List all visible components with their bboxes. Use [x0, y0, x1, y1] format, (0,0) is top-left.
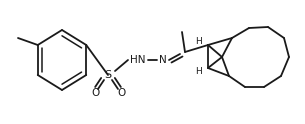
Text: N: N [159, 55, 167, 65]
Text: S: S [104, 70, 112, 80]
Text: H: H [195, 36, 201, 46]
Text: O: O [91, 88, 99, 98]
Text: O: O [117, 88, 125, 98]
Text: H: H [195, 67, 201, 77]
Text: HN: HN [130, 55, 146, 65]
